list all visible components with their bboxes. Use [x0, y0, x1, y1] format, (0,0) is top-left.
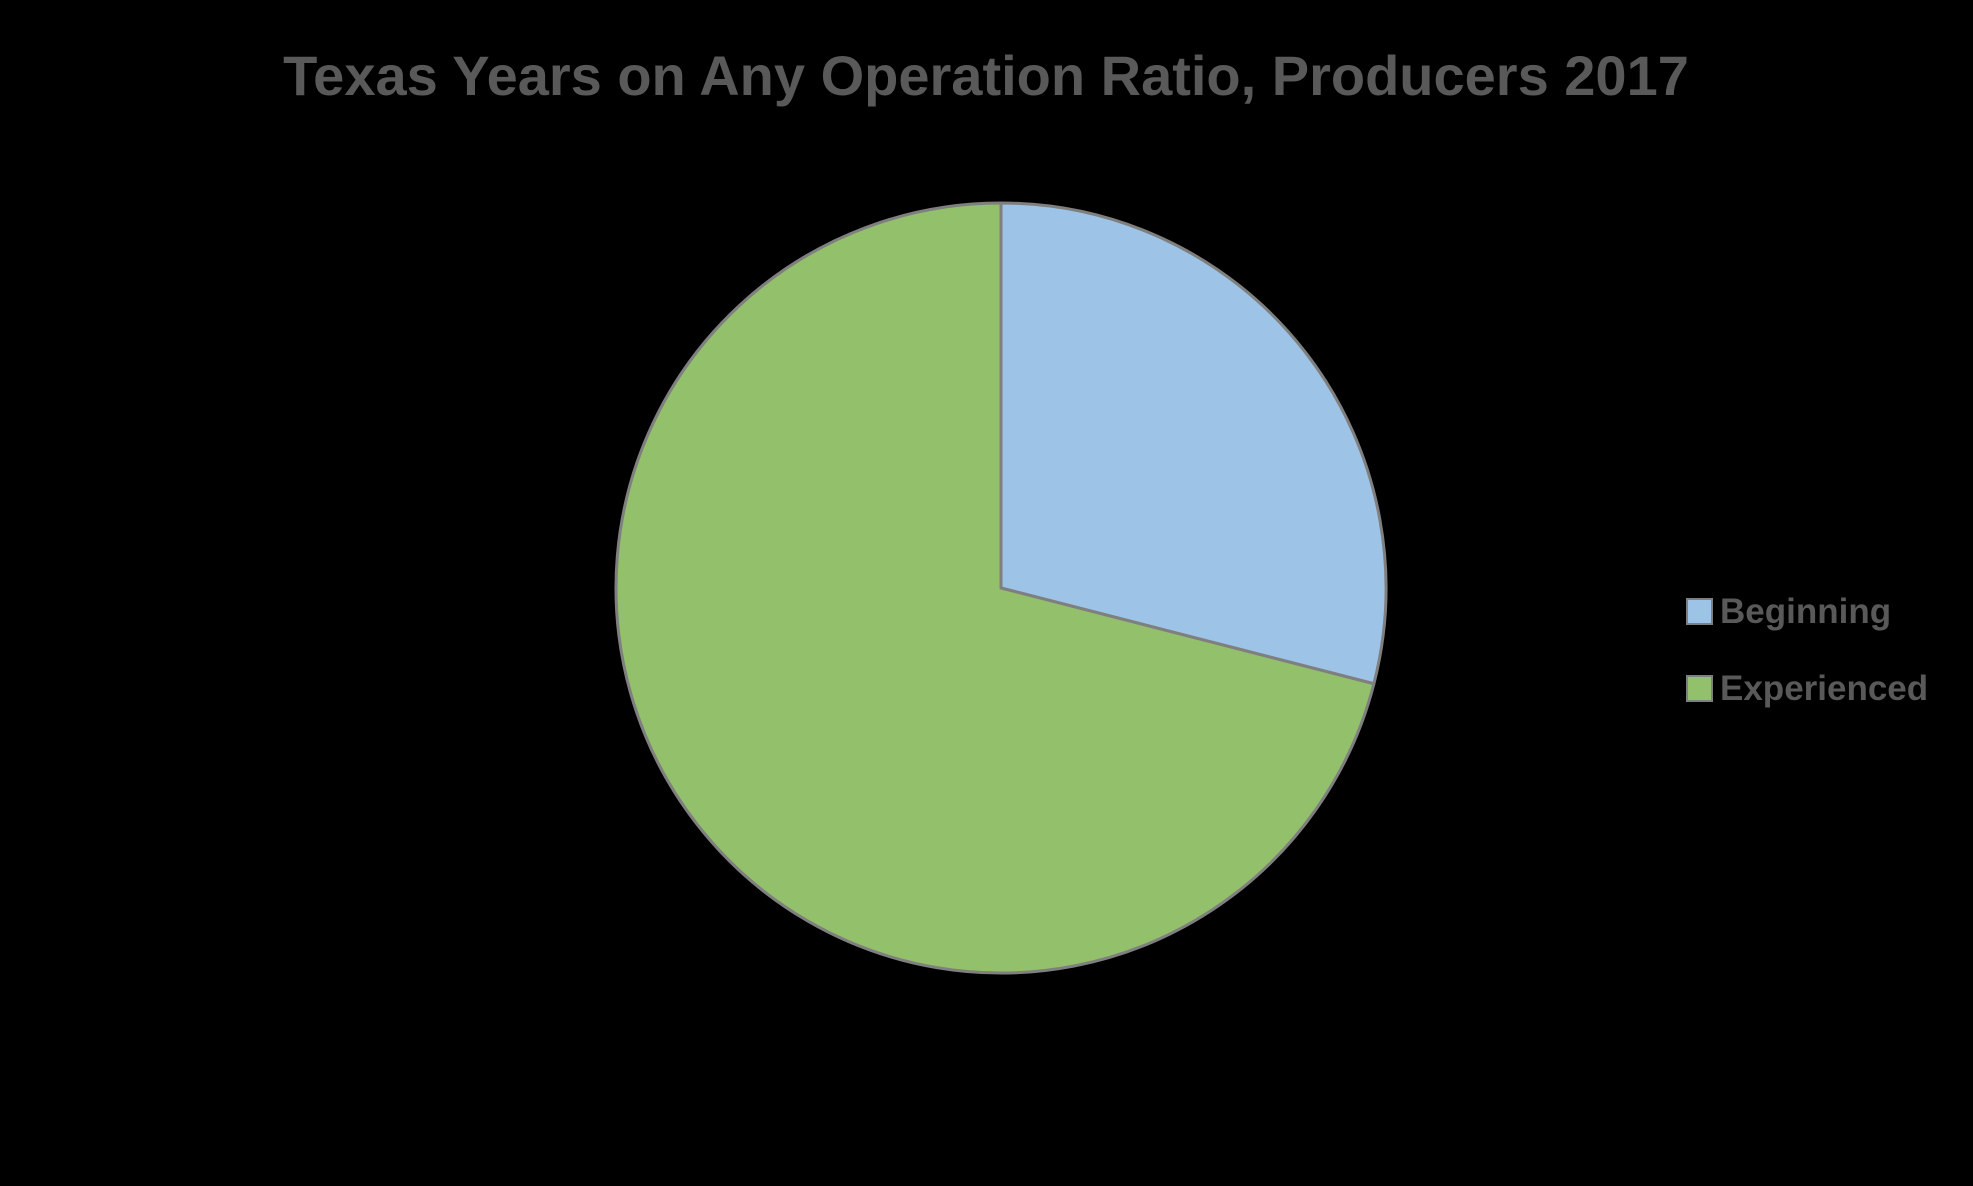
- chart-legend: Beginning Experienced: [1686, 592, 1928, 708]
- chart-title: Texas Years on Any Operation Ratio, Prod…: [283, 44, 1689, 107]
- legend-swatch-beginning: [1686, 598, 1713, 625]
- legend-label-experienced: Experienced: [1720, 669, 1928, 708]
- pie-slices: [614, 201, 1388, 975]
- legend-swatch-experienced: [1686, 675, 1713, 702]
- pie-slice-beginning: [999, 201, 1388, 686]
- pie-slice-experienced: [614, 201, 1376, 975]
- legend-label-beginning: Beginning: [1720, 592, 1891, 631]
